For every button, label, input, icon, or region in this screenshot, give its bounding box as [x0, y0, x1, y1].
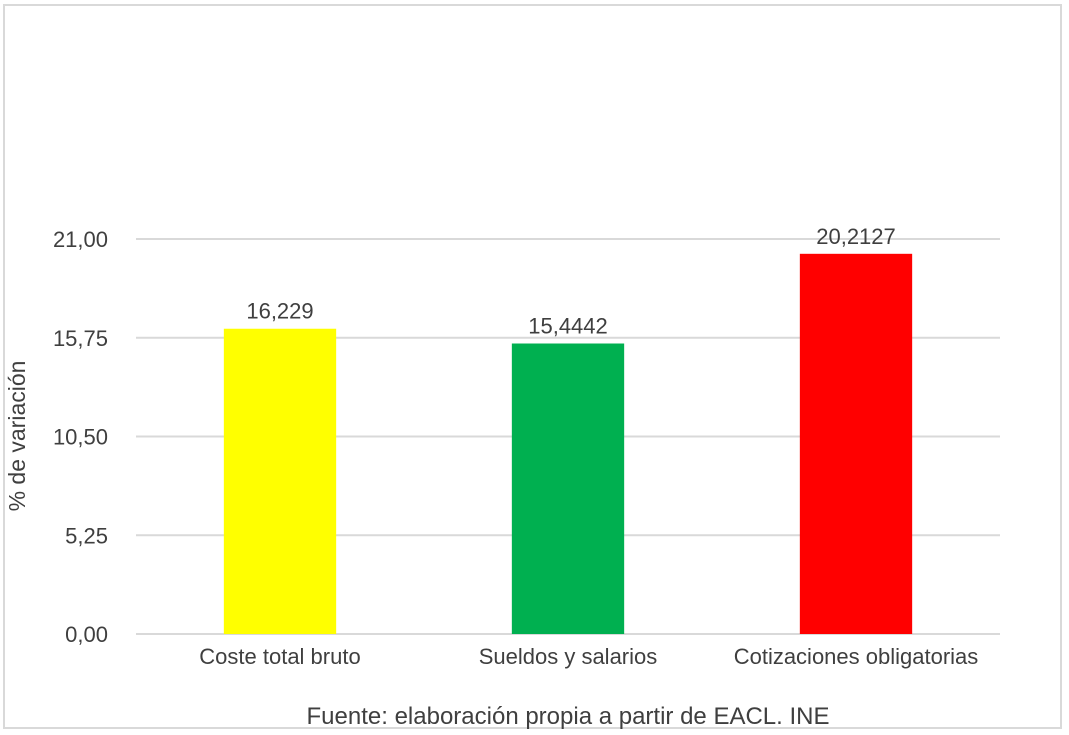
data-label: 15,4442: [528, 314, 608, 339]
x-tick-label: Cotizaciones obligatorias: [734, 644, 979, 669]
y-tick-labels: 0,00 5,25 10,50 15,75 21,00: [53, 227, 108, 647]
x-tick-label: Sueldos y salarios: [479, 644, 658, 669]
y-axis-label: % de variación: [4, 361, 30, 512]
y-tick-label: 21,00: [53, 227, 108, 252]
bar: [799, 253, 913, 635]
bar: [223, 328, 337, 634]
y-tick-label: 5,25: [65, 523, 108, 548]
y-tick-label: 10,50: [53, 425, 108, 450]
y-tick-label: 15,75: [53, 326, 108, 351]
x-tick-label: Coste total bruto: [199, 644, 360, 669]
bar: [511, 343, 625, 634]
bars: [223, 253, 913, 635]
y-tick-label: 0,00: [65, 622, 108, 647]
x-tick-labels: Coste total bruto Sueldos y salarios Cotiz…: [199, 644, 978, 669]
source-note: Fuente: elaboración propia a partir de E…: [307, 703, 830, 730]
data-label: 16,229: [246, 299, 313, 324]
data-labels: 16,229 15,4442 20,2127: [246, 224, 895, 339]
data-label: 20,2127: [816, 224, 896, 249]
